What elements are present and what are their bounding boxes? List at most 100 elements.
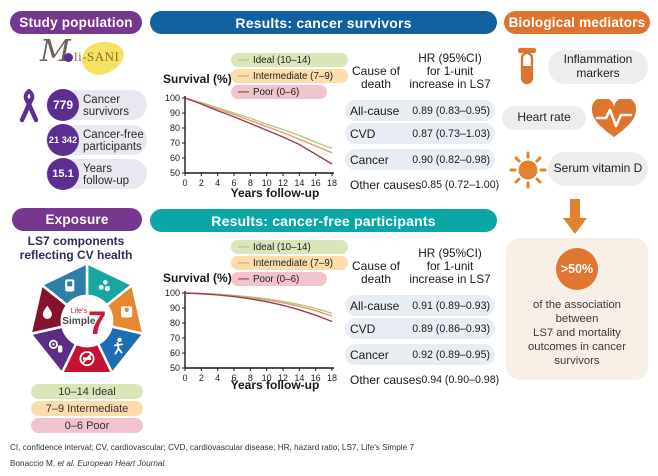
heart-pulse-icon [591,99,637,137]
svg-text:12: 12 [278,178,288,188]
svg-text:50: 50 [170,363,180,373]
legend-dash-icon: — [238,240,249,253]
svg-text:50: 50 [170,168,180,178]
cancer-free-table: Cause of death HR (95%CI) for 1-unit inc… [345,245,500,390]
table-row: CVD 0.89 (0.86–0.93) [345,318,495,339]
percentage-badge: >50% [556,248,598,290]
exposure-legend-ideal: 10–14 Ideal [31,384,143,399]
stat-label: Cancer survivors [83,93,130,118]
svg-text:100: 100 [165,93,180,103]
survivors-survival-chart: 50 60 70 80 90 100 0 2 4 6 8 10 12 14 16 18 [165,93,337,188]
table-row: All-cause 0.89 (0.83–0.95) [345,100,495,121]
svg-text:2: 2 [199,373,204,383]
table-row: Cancer 0.90 (0.82–0.98) [345,149,495,170]
diet-icon [98,280,110,292]
svg-text:18: 18 [327,373,337,383]
ls7-center-top: Life's [71,307,88,315]
x-axis-title: Years follow-up [230,186,320,200]
svg-text:10: 10 [262,178,272,188]
col-cause-of-death: Cause of death [351,259,401,287]
legend-dash-icon: — [238,69,249,82]
svg-text:90: 90 [170,303,180,313]
legend-dash-icon: — [238,53,249,66]
weight-icon [121,306,133,318]
lifes-simple-7-graphic: Life's Simple 7 [29,261,145,375]
svg-text:80: 80 [170,123,180,133]
exposure-subtitle: LS7 components reflecting CV health [19,234,133,263]
no-smoking-icon [79,351,95,367]
results-cancer-free-header: Results: cancer-free participants [150,209,497,232]
citation-author: Bonaccio M, [10,459,58,468]
svg-text:16: 16 [311,373,321,383]
legend-dash-icon: — [238,85,249,98]
legend-intermediate: — Intermediate (7–9) [231,256,348,270]
svg-text:6: 6 [231,178,236,188]
svg-text:60: 60 [170,348,180,358]
legend-label: Intermediate (7–9) [253,257,334,269]
logo-dot-icon [64,53,73,62]
svg-text:6: 6 [231,373,236,383]
citation-journal: et al. European Heart Journal. [57,459,167,468]
ls7-center-seven: 7 [88,305,106,341]
stat-value: 21 342 [47,124,79,156]
legend-ideal: — Ideal (10–14) [231,240,348,254]
results-survivors-header: Results: cancer survivors [150,11,497,34]
x-axis-title: Years follow-up [230,378,320,392]
svg-text:90: 90 [170,108,180,118]
legend-intermediate: — Intermediate (7–9) [231,69,348,83]
blood-pressure-icon [48,339,63,353]
stat-label: Years follow-up [83,162,130,187]
stat-value: 15.1 [47,158,79,190]
svg-text:70: 70 [170,138,180,148]
table-row: All-cause 0.91 (0.89–0.93) [345,295,495,316]
legend-label: Intermediate (7–9) [253,70,334,82]
table-row: Other causes 0.85 (0.72–1.00) [350,177,500,192]
stat-label: Cancer-free participants [83,128,144,153]
svg-text:12: 12 [278,373,288,383]
cancer-ribbon-icon [19,89,39,123]
svg-text:14: 14 [294,373,304,383]
molisani-logo: M li-SANI [40,34,136,79]
svg-text:10: 10 [262,373,272,383]
physical-activity-icon [114,337,123,355]
svg-text:4: 4 [215,178,220,188]
col-cause-of-death: Cause of death [351,64,401,92]
mediation-finding-box: >50% of the association between LS7 and … [506,238,648,380]
stat-cancer-free: 21 342 Cancer-free participants [46,124,147,156]
study-population-header: Study population [10,11,142,34]
legend-label: Ideal (10–14) [253,241,311,253]
legend-dash-icon: — [238,256,249,269]
svg-text:4: 4 [215,373,220,383]
table-row: CVD 0.87 (0.73–1.03) [345,123,495,144]
survivors-table: Cause of death HR (95%CI) for 1-unit inc… [345,50,500,195]
ls7-center-circle [60,294,114,348]
svg-text:60: 60 [170,153,180,163]
col-hr: HR (95%CI) for 1-unit increase in LS7 [409,51,491,92]
biological-mediators-header: Biological mediators [504,11,650,34]
table-row: Other causes 0.94 (0.90–0.98) [350,372,500,387]
logo-letter-m: M [40,34,71,69]
stat-followup: 15.1 Years follow-up [46,158,147,190]
serum-vitamin-d-pill: Serum vitamin D [548,152,648,186]
y-axis-title: Survival (%) [163,271,232,285]
legend-poor: — Poor (0–6) [231,272,327,286]
svg-text:100: 100 [165,288,180,298]
finding-text: of the association between LS7 and morta… [528,299,626,368]
stat-cancer-survivors: 779 Cancer survivors [46,89,147,121]
legend-poor: — Poor (0–6) [231,85,327,99]
table-row: Cancer 0.92 (0.89–0.95) [345,344,495,365]
svg-text:8: 8 [248,373,253,383]
citation: Bonaccio M, et al. European Heart Journa… [10,459,167,468]
cancer-free-survival-chart: 50 60 70 80 90 100 0 2 4 6 8 10 12 14 16 18 [165,288,337,383]
exposure-header: Exposure [12,208,142,231]
exposure-legend-intermediate: 7–9 Intermediate [31,401,143,416]
abbreviations-note: CI, confidence interval; CV, cardiovascu… [10,443,414,452]
svg-text:0: 0 [182,178,187,188]
legend-ideal: — Ideal (10–14) [231,53,348,67]
stat-pill: 779 Cancer survivors [46,89,147,121]
stat-pill: 21 342 Cancer-free participants [46,124,147,156]
down-arrow-icon [563,199,587,234]
svg-text:14: 14 [294,178,304,188]
legend-label: Ideal (10–14) [253,54,311,66]
